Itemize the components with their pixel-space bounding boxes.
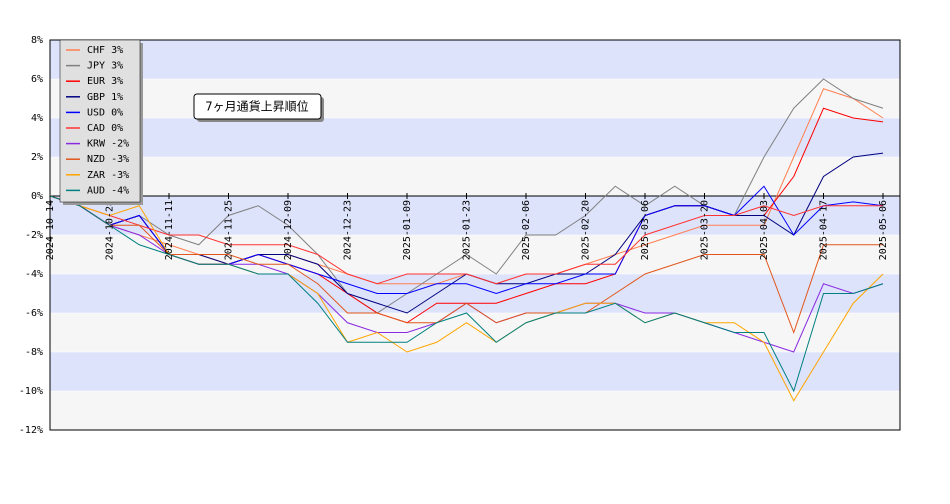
x-tick-label: 2025-03-20 bbox=[700, 200, 711, 260]
series-line bbox=[49, 78, 884, 314]
legend-label: KRW -2% bbox=[87, 139, 129, 150]
x-tick-label: 2024-10-14 bbox=[45, 200, 56, 260]
x-tick-label: 2025-01-23 bbox=[462, 200, 473, 260]
band bbox=[50, 196, 900, 235]
legend-label: GBP 1% bbox=[87, 92, 123, 103]
band bbox=[50, 391, 900, 430]
x-tick-label: 2024-10-28 bbox=[105, 200, 116, 260]
band bbox=[50, 157, 900, 196]
series-line bbox=[49, 195, 884, 393]
y-tick-label: 6% bbox=[31, 74, 43, 85]
y-tick-label: -6% bbox=[25, 308, 43, 319]
y-tick-label: -4% bbox=[25, 269, 43, 280]
series-line bbox=[49, 195, 883, 285]
x-tick-label: 2024-11-25 bbox=[224, 200, 235, 260]
y-tick-label: 8% bbox=[31, 35, 43, 46]
legend-label: CHF 3% bbox=[87, 45, 123, 56]
series-line bbox=[49, 195, 883, 334]
y-tick-label: 0% bbox=[31, 191, 43, 202]
plot-border bbox=[49, 39, 901, 431]
bands bbox=[50, 39, 900, 431]
band bbox=[50, 352, 900, 391]
x-tick-label: 2024-12-23 bbox=[343, 200, 354, 260]
x-tick-label: 2024-12-09 bbox=[283, 200, 294, 260]
x-tick-label: 2025-04-17 bbox=[819, 200, 830, 260]
y-tick-label: -10% bbox=[19, 386, 43, 397]
legend-label: EUR 3% bbox=[87, 76, 123, 87]
legend: CHF 3% JPY 3% EUR 3% GBP 1% USD 0% CAD 0% KRW … bbox=[66, 45, 129, 196]
x-tick-label: 2025-03-06 bbox=[640, 200, 651, 260]
labels: -12% -10% -8% -6% -4% -2% 0% 2% 4% 6% 8% 2024-10-14… bbox=[19, 35, 889, 436]
legend-label: CAD 0% bbox=[87, 123, 123, 134]
y-tick-label: 4% bbox=[31, 113, 43, 124]
x-tick-label: 2024-11-11 bbox=[164, 200, 175, 260]
legend-label: USD 0% bbox=[87, 107, 123, 118]
legend-label: JPY 3% bbox=[87, 61, 123, 72]
x-tick-label: 2025-01-09 bbox=[402, 200, 413, 260]
lines bbox=[49, 78, 900, 402]
band bbox=[50, 118, 900, 157]
band bbox=[50, 274, 900, 313]
legend-label: NZD -3% bbox=[87, 154, 129, 165]
annotation-box bbox=[193, 93, 322, 120]
legend-label: ZAR -3% bbox=[87, 170, 129, 181]
band bbox=[50, 313, 900, 352]
y-tick-label: -8% bbox=[25, 347, 43, 358]
legend-label: AUD -4% bbox=[87, 185, 129, 196]
band bbox=[50, 79, 900, 118]
x-tick-label: 2025-05-06 bbox=[878, 200, 889, 260]
x-tick-label: 2025-02-20 bbox=[581, 200, 592, 260]
band bbox=[50, 40, 900, 79]
y-tick-label: -12% bbox=[19, 425, 43, 436]
x-tick-label: 2025-02-06 bbox=[521, 200, 532, 260]
y-tick-label: 2% bbox=[31, 152, 43, 163]
annotation: 7ヶ月通貨上昇順位 bbox=[205, 99, 308, 114]
x-tick-label: 2025-04-03 bbox=[759, 200, 770, 260]
y-tick-label: -2% bbox=[25, 230, 43, 241]
